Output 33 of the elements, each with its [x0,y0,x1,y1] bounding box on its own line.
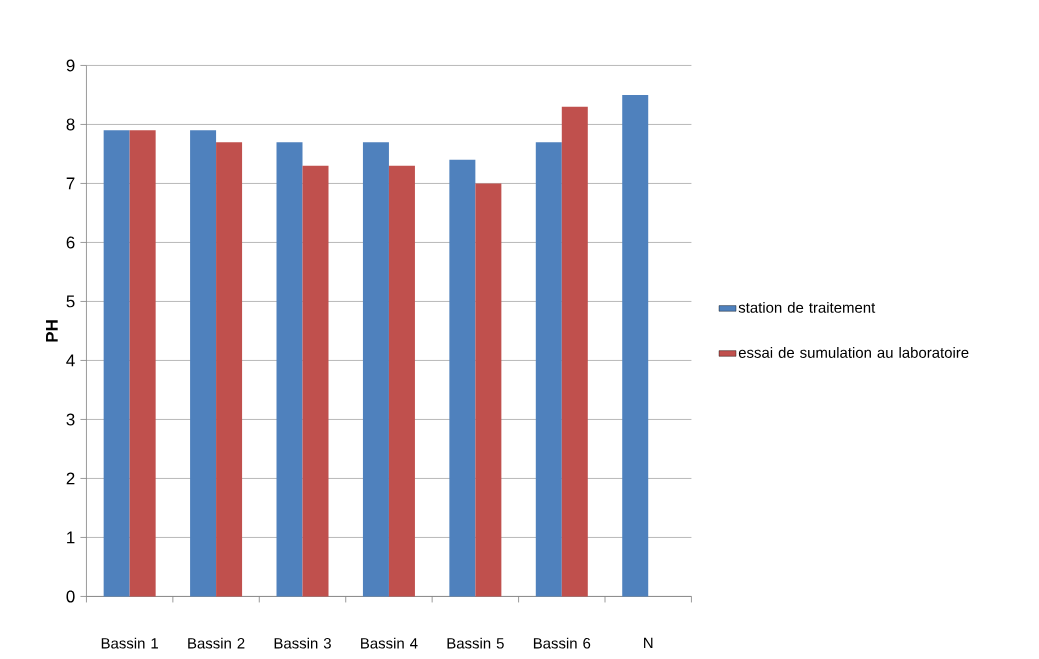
x-tick-label: Bassin 2 [188,637,245,649]
y-tick-label: 6 [66,236,75,249]
y-tick-label: 2 [66,472,75,485]
bar [622,94,649,597]
bar [475,183,502,597]
y-tick-label: 4 [66,354,75,367]
bar [276,142,303,597]
bar [449,159,476,597]
x-tick-label: N [644,637,653,648]
x-tick-label: Bassin 5 [447,637,504,649]
bar [216,142,243,597]
legend-label: essai de sumulation au laboratoire [738,346,969,358]
x-tick-label: Bassin 1 [101,637,158,649]
bar [388,165,415,597]
x-tick-label: Bassin 4 [361,637,418,649]
x-tick-label: Bassin 3 [274,637,331,649]
bar [190,130,217,597]
bar [561,106,588,597]
bar [103,130,130,597]
y-tick-label: 8 [66,118,75,131]
y-tick-label: 7 [66,177,75,190]
x-tick-label: Bassin 6 [533,637,591,649]
y-tick-label: 5 [66,295,75,308]
bar [302,165,329,597]
bar [362,142,389,597]
y-axis-title: PH [46,320,58,342]
y-tick-label: 0 [66,590,75,603]
bar [535,142,562,597]
legend-label: station de traitement [738,301,876,313]
y-tick-label: 9 [66,59,75,72]
y-tick-label: 1 [67,531,75,544]
bar [129,130,156,597]
y-tick-label: 3 [66,413,75,426]
